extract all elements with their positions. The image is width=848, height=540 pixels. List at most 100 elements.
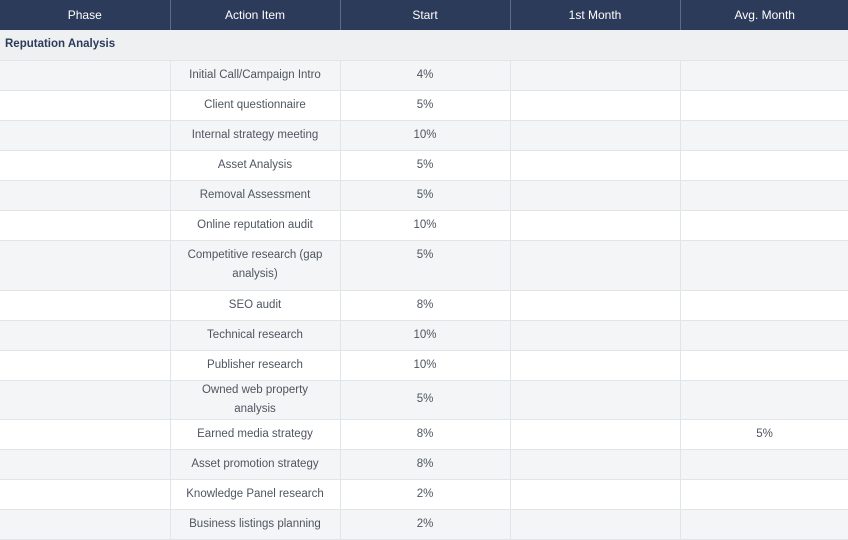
action-item-cell: Knowledge Panel research xyxy=(170,479,341,510)
action-item-cell: Initial Call/Campaign Intro xyxy=(170,60,341,91)
start-cell: 5% xyxy=(340,150,511,181)
avg-month-cell xyxy=(680,290,848,321)
start-cell: 5% xyxy=(340,380,511,420)
phase-cell xyxy=(0,419,171,450)
table-row: Asset Analysis 5% xyxy=(0,150,848,181)
table-row: SEO audit 8% xyxy=(0,290,848,321)
start-cell: 5% xyxy=(340,180,511,211)
table-row: Initial Call/Campaign Intro 4% xyxy=(0,60,848,91)
start-cell: 10% xyxy=(340,350,511,381)
phase-cell xyxy=(0,320,171,351)
action-item-cell: Owned web property analysis xyxy=(170,380,341,420)
action-item-cell: Asset promotion strategy xyxy=(170,449,341,480)
column-header-first-month: 1st Month xyxy=(510,0,681,30)
column-header-start: Start xyxy=(340,0,511,30)
start-cell: 5% xyxy=(340,90,511,121)
start-cell: 10% xyxy=(340,320,511,351)
avg-month-cell xyxy=(680,479,848,510)
table-row: Owned web property analysis 5% xyxy=(0,380,848,420)
phase-cell xyxy=(0,350,171,381)
header-row: Phase Action Item Start 1st Month Avg. M… xyxy=(0,0,848,30)
section-row: Reputation Analysis xyxy=(0,30,848,61)
action-item-cell: Earned media strategy xyxy=(170,419,341,450)
table-body: Reputation Analysis Initial Call/Campaig… xyxy=(0,30,848,540)
phase-cell xyxy=(0,180,171,211)
table-row: Removal Assessment 5% xyxy=(0,180,848,211)
avg-month-cell xyxy=(680,449,848,480)
avg-month-cell xyxy=(680,120,848,151)
phase-cell xyxy=(0,380,171,420)
first-month-cell xyxy=(510,120,681,151)
table-row: Earned media strategy 8% 5% xyxy=(0,419,848,450)
column-header-action-item: Action Item xyxy=(170,0,341,30)
phase-cell xyxy=(0,120,171,151)
avg-month-cell xyxy=(680,180,848,211)
avg-month-cell xyxy=(680,320,848,351)
action-item-cell: Publisher research xyxy=(170,350,341,381)
avg-month-cell xyxy=(680,350,848,381)
first-month-cell xyxy=(510,320,681,351)
phase-cell xyxy=(0,60,171,91)
column-header-avg-month: Avg. Month xyxy=(680,0,848,30)
first-month-cell xyxy=(510,240,681,291)
avg-month-cell xyxy=(680,509,848,540)
first-month-cell xyxy=(510,290,681,321)
table-row: Internal strategy meeting 10% xyxy=(0,120,848,151)
start-cell: 8% xyxy=(340,419,511,450)
start-cell: 2% xyxy=(340,479,511,510)
avg-month-cell xyxy=(680,90,848,121)
table-row: Competitive research (gap analysis) 5% xyxy=(0,240,848,291)
start-cell: 8% xyxy=(340,290,511,321)
avg-month-cell: 5% xyxy=(680,419,848,450)
phase-cell xyxy=(0,509,171,540)
table-row: Technical research 10% xyxy=(0,320,848,351)
phase-cell xyxy=(0,150,171,181)
first-month-cell xyxy=(510,150,681,181)
column-header-phase: Phase xyxy=(0,0,171,30)
first-month-cell xyxy=(510,350,681,381)
action-item-cell: Business listings planning xyxy=(170,509,341,540)
first-month-cell xyxy=(510,210,681,241)
table-row: Knowledge Panel research 2% xyxy=(0,479,848,510)
start-cell: 8% xyxy=(340,449,511,480)
first-month-cell xyxy=(510,479,681,510)
first-month-cell xyxy=(510,380,681,420)
table-row: Client questionnaire 5% xyxy=(0,90,848,121)
avg-month-cell xyxy=(680,210,848,241)
start-cell: 2% xyxy=(340,509,511,540)
start-cell: 10% xyxy=(340,210,511,241)
action-item-cell: Competitive research (gap analysis) xyxy=(170,240,341,291)
phase-cell xyxy=(0,449,171,480)
start-cell: 4% xyxy=(340,60,511,91)
section-title: Reputation Analysis xyxy=(0,30,848,61)
first-month-cell xyxy=(510,90,681,121)
table-row: Business listings planning 2% xyxy=(0,509,848,540)
first-month-cell xyxy=(510,60,681,91)
action-item-cell: Removal Assessment xyxy=(170,180,341,211)
table-header: Phase Action Item Start 1st Month Avg. M… xyxy=(0,0,848,30)
table-row: Asset promotion strategy 8% xyxy=(0,449,848,480)
first-month-cell xyxy=(510,509,681,540)
table-row: Online reputation audit 10% xyxy=(0,210,848,241)
avg-month-cell xyxy=(680,150,848,181)
avg-month-cell xyxy=(680,240,848,291)
action-item-cell: Technical research xyxy=(170,320,341,351)
action-item-cell: Client questionnaire xyxy=(170,90,341,121)
avg-month-cell xyxy=(680,380,848,420)
table-row: Publisher research 10% xyxy=(0,350,848,381)
start-cell: 10% xyxy=(340,120,511,151)
first-month-cell xyxy=(510,419,681,450)
start-cell: 5% xyxy=(340,240,511,291)
phase-cell xyxy=(0,210,171,241)
phase-cell xyxy=(0,240,171,291)
action-item-cell: Internal strategy meeting xyxy=(170,120,341,151)
phase-cell xyxy=(0,90,171,121)
action-item-cell: Asset Analysis xyxy=(170,150,341,181)
avg-month-cell xyxy=(680,60,848,91)
action-item-cell: Online reputation audit xyxy=(170,210,341,241)
phase-cell xyxy=(0,290,171,321)
phase-cell xyxy=(0,479,171,510)
action-item-cell: SEO audit xyxy=(170,290,341,321)
first-month-cell xyxy=(510,180,681,211)
